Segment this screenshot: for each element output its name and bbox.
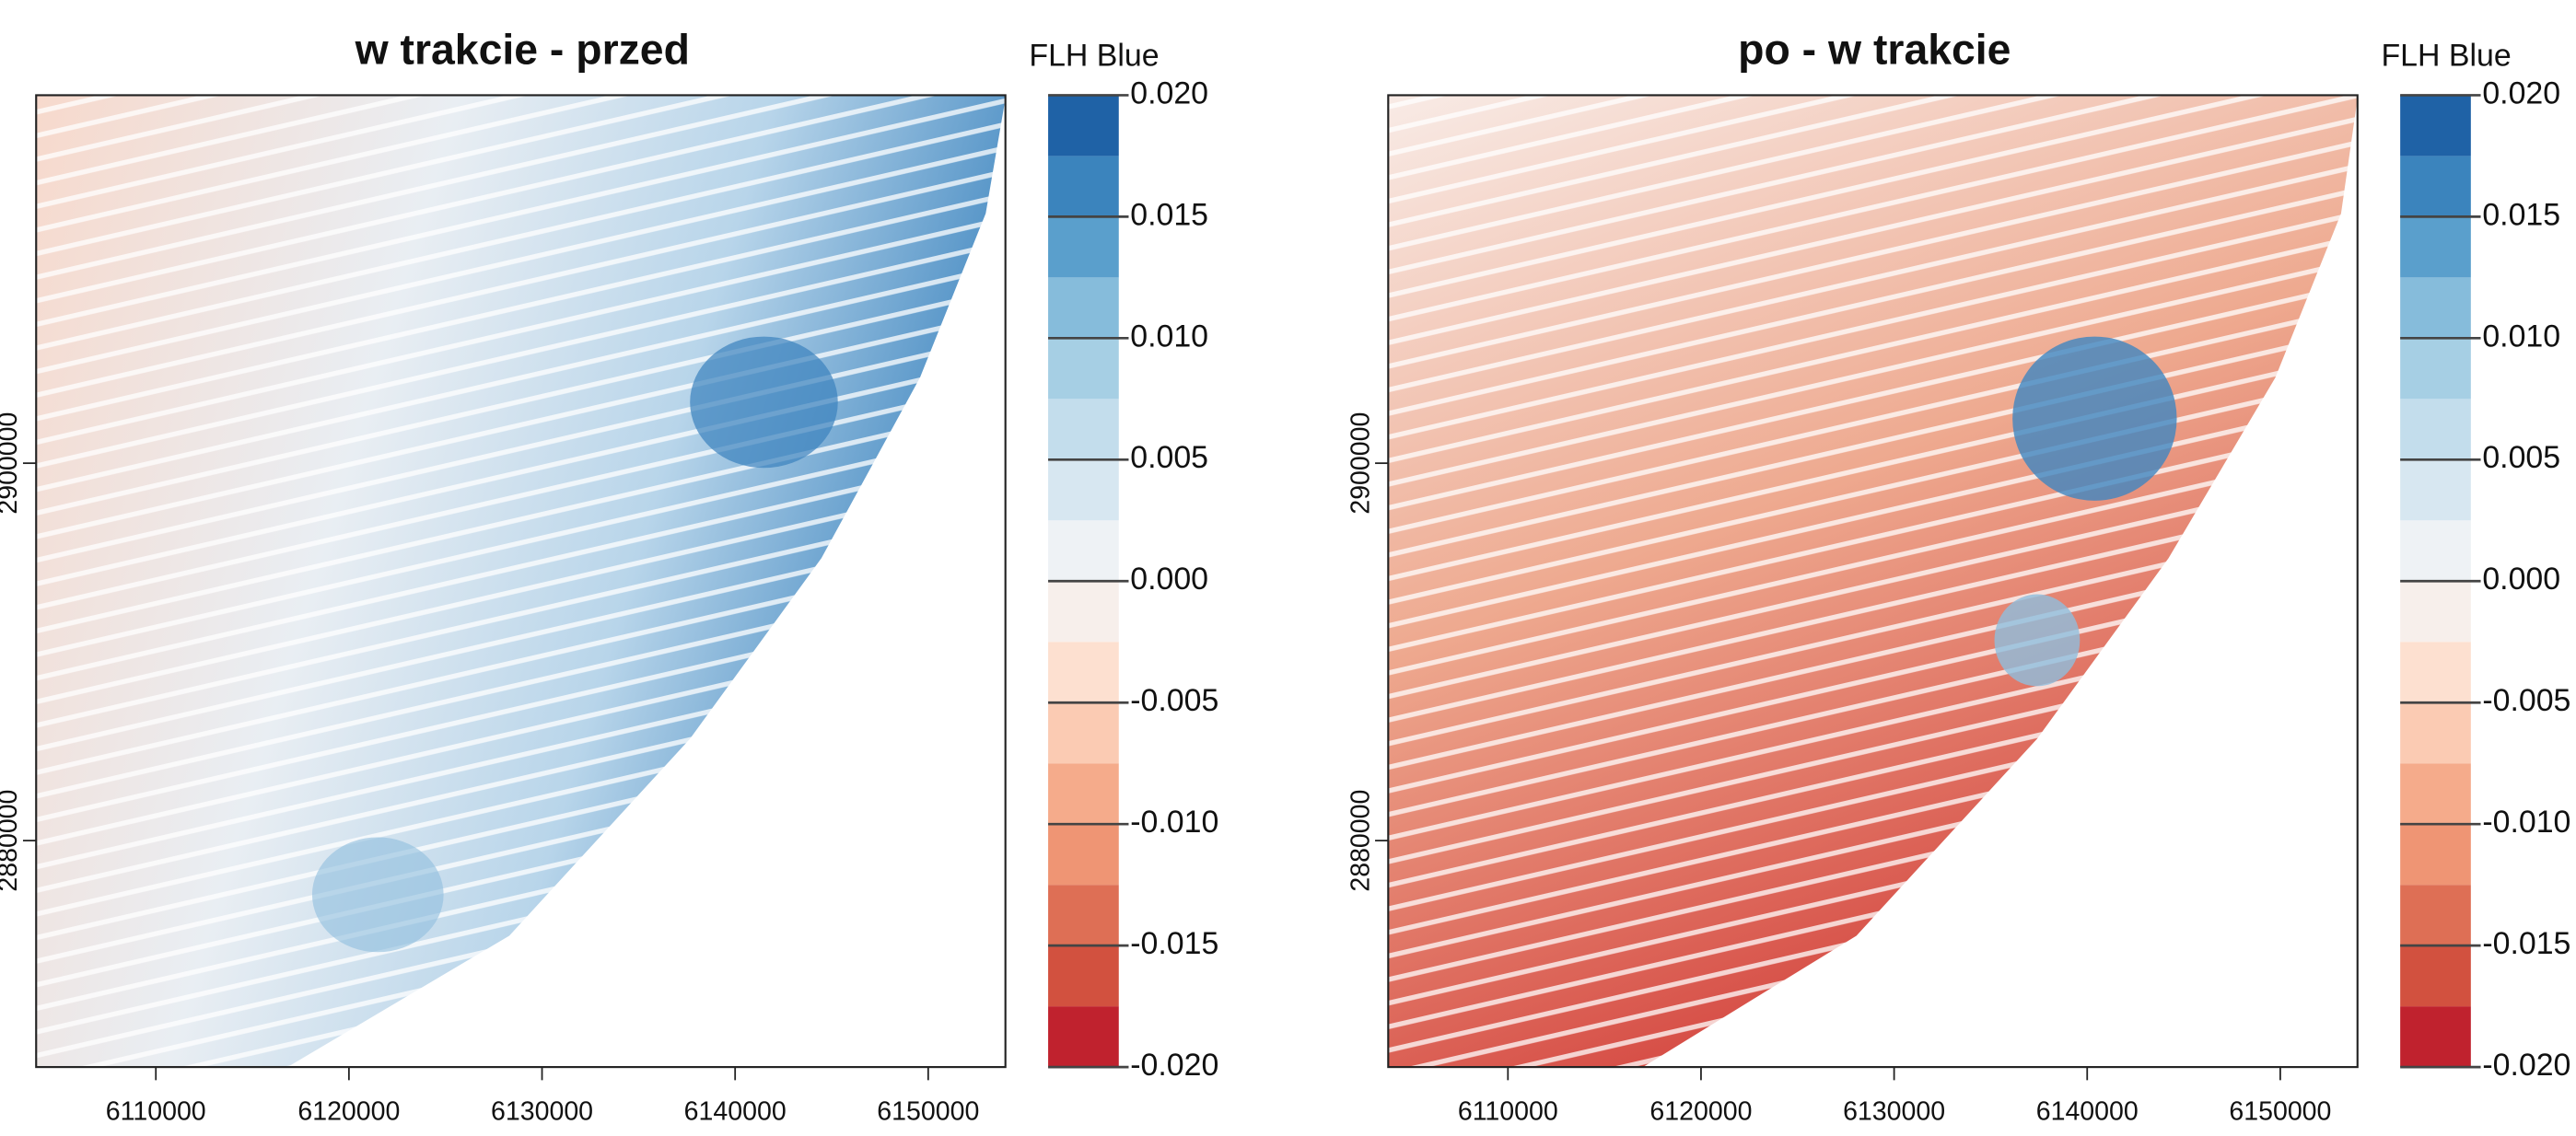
x-tick-label: 6140000	[684, 1097, 787, 1127]
colorbar-band	[2400, 95, 2471, 156]
colorbar-band	[2400, 520, 2471, 582]
y-tick-label: 2880000	[0, 790, 23, 892]
colorbar-band	[2400, 338, 2471, 400]
x-tick-label: 6110000	[1458, 1097, 1558, 1127]
colorbar-tick-label: 0.020	[2482, 75, 2560, 110]
colorbar-tick-label: -0.005	[1130, 683, 1218, 718]
colorbar-tick-label: 0.015	[2482, 197, 2560, 232]
colorbar-band	[1048, 95, 1119, 156]
colorbar-band	[1048, 885, 1119, 946]
colorbar-tick-label: -0.015	[1130, 926, 1218, 961]
y-tick-label: 2900000	[0, 412, 23, 515]
colorbar-band	[1048, 277, 1119, 339]
colorbar-tick-label: 0.010	[2482, 319, 2560, 354]
colorbar-band	[2400, 216, 2471, 278]
colorbar-tick-label: 0.015	[1130, 197, 1208, 232]
colorbar-band	[1048, 1006, 1119, 1068]
chart-title: po - w trakcie	[1738, 25, 2011, 73]
colorbar-tick-label: -0.020	[1130, 1048, 1218, 1083]
legend-title: FLH Blue	[1029, 38, 1159, 73]
colorbar-tick-label: -0.010	[2482, 805, 2570, 840]
colorbar-band	[1048, 945, 1119, 1007]
colorbar-tick-label: -0.020	[2482, 1048, 2570, 1083]
x-tick-label: 6110000	[106, 1097, 206, 1127]
colorbar-tick-label: -0.005	[2482, 683, 2570, 718]
colorbar-band	[1048, 459, 1119, 521]
colorbar-band	[1048, 642, 1119, 703]
colorbar-band	[2400, 945, 2471, 1007]
colorbar-tick-label: 0.010	[1130, 319, 1208, 354]
colorbar-band	[2400, 885, 2471, 946]
colorbar-band	[1048, 399, 1119, 460]
colorbar-band	[1048, 824, 1119, 886]
colorbar-tick-label: 0.000	[1130, 562, 1208, 597]
x-tick-label: 6130000	[1843, 1097, 1945, 1127]
plot-frame	[35, 94, 1007, 1069]
x-tick-label: 6120000	[297, 1097, 400, 1127]
y-tick-label: 2900000	[1346, 412, 1375, 515]
colorbar-band	[2400, 277, 2471, 339]
colorbar-band	[1048, 763, 1119, 825]
colorbar-band	[2400, 642, 2471, 703]
colorbar-band	[1048, 520, 1119, 582]
colorbar-band	[1048, 156, 1119, 217]
chart-title: w trakcie - przed	[355, 25, 690, 73]
x-tick-label: 6130000	[491, 1097, 593, 1127]
colorbar-tick-label: -0.015	[2482, 926, 2570, 961]
colorbar-tick-label: 0.005	[1130, 440, 1208, 475]
colorbar-tick-label: 0.020	[1130, 75, 1208, 110]
colorbar-band	[2400, 459, 2471, 521]
legend-title: FLH Blue	[2381, 38, 2511, 73]
colorbar-band	[1048, 338, 1119, 400]
colorbar-band	[1048, 702, 1119, 764]
x-tick-label: 6150000	[877, 1097, 979, 1127]
colorbar-band	[2400, 156, 2471, 217]
colorbar-band	[2400, 399, 2471, 460]
colorbar-band	[2400, 581, 2471, 643]
colorbar-band	[2400, 702, 2471, 764]
raster	[1388, 95, 2358, 1068]
colorbar-band	[2400, 824, 2471, 886]
colorbar-tick-label: 0.000	[2482, 562, 2560, 597]
colorbar-band	[1048, 581, 1119, 643]
colorbar-band	[2400, 1006, 2471, 1068]
x-tick-label: 6120000	[1649, 1097, 1752, 1127]
y-tick-label: 2880000	[1346, 790, 1375, 892]
colorbar-band	[1048, 216, 1119, 278]
colorbar-tick-label: 0.005	[2482, 440, 2560, 475]
colorbar-band	[2400, 763, 2471, 825]
colorbar-tick-label: -0.010	[1130, 805, 1218, 840]
raster	[36, 95, 1006, 1068]
plot-frame	[1387, 94, 2359, 1069]
x-tick-label: 6150000	[2229, 1097, 2331, 1127]
x-tick-label: 6140000	[2036, 1097, 2139, 1127]
